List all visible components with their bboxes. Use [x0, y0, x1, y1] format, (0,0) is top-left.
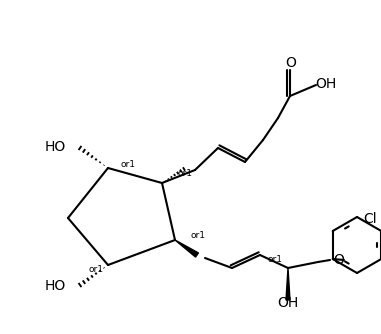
Text: HO: HO	[45, 140, 66, 154]
Text: O: O	[333, 253, 344, 267]
Text: Cl: Cl	[363, 212, 377, 226]
Polygon shape	[175, 240, 199, 257]
Text: HO: HO	[45, 279, 66, 293]
Text: or1: or1	[88, 266, 103, 275]
Text: O: O	[286, 56, 296, 70]
Text: or1: or1	[190, 231, 205, 240]
Text: or1: or1	[268, 256, 283, 265]
Text: or1: or1	[120, 160, 135, 168]
Text: OH: OH	[315, 77, 337, 91]
Text: or1: or1	[177, 168, 192, 177]
Text: OH: OH	[277, 296, 299, 310]
Polygon shape	[286, 268, 290, 300]
